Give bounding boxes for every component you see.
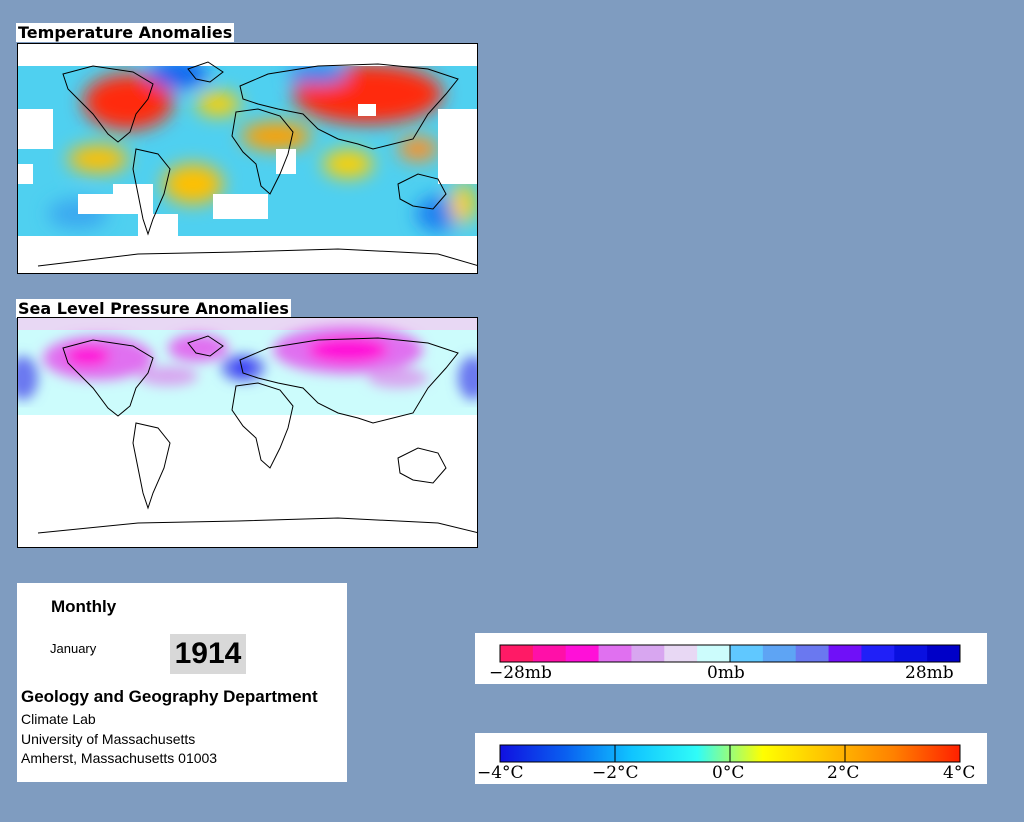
pressure-swatch [828, 645, 862, 662]
temperature-label-plus4: 4°C [943, 763, 976, 783]
temperature-label-minus4: −4°C [477, 763, 524, 783]
pressure-label-zero: 0mb [707, 663, 745, 683]
address-line: Amherst, Massachusetts 01003 [21, 750, 218, 766]
period-label: Monthly [51, 597, 117, 616]
temperature-title: Temperature Anomalies [16, 23, 235, 42]
temperature-label-zero: 0°C [712, 763, 745, 783]
pressure-label-max: 28mb [905, 663, 954, 683]
pressure-swatch [894, 645, 928, 662]
pressure-swatch [631, 645, 665, 662]
pressure-colorbar [499, 644, 961, 663]
temperature-label-plus2: 2°C [827, 763, 860, 783]
pressure-swatch [762, 645, 797, 662]
temperature-colorbar [499, 744, 961, 763]
pressure-swatch [927, 645, 961, 662]
lab-name: Climate Lab [21, 711, 96, 727]
pressure-swatch [795, 645, 830, 662]
pressure-swatch [697, 645, 731, 662]
temperature-map [17, 43, 478, 274]
pressure-map [17, 317, 478, 548]
info-panel: Monthly January 1914 Geology and Geograp… [17, 583, 347, 782]
year-label: 1914 [170, 634, 246, 674]
department-name: Geology and Geography Department [21, 687, 318, 706]
temperature-label-minus2: −2°C [592, 763, 639, 783]
temperature-legend: −4°C −2°C 0°C 2°C 4°C [475, 733, 987, 784]
pressure-label-min: −28mb [489, 663, 552, 683]
pressure-title: Sea Level Pressure Anomalies [16, 299, 291, 318]
pressure-swatch [500, 645, 534, 662]
pressure-swatch [532, 645, 567, 662]
pressure-swatch [664, 645, 698, 662]
pressure-swatch [730, 645, 764, 662]
pressure-swatch [861, 645, 895, 662]
university-name: University of Massachusetts [21, 731, 196, 747]
month-label: January [50, 641, 97, 656]
pressure-swatch [565, 645, 600, 662]
pressure-legend: −28mb 0mb 28mb [475, 633, 987, 684]
pressure-swatch [598, 645, 632, 662]
